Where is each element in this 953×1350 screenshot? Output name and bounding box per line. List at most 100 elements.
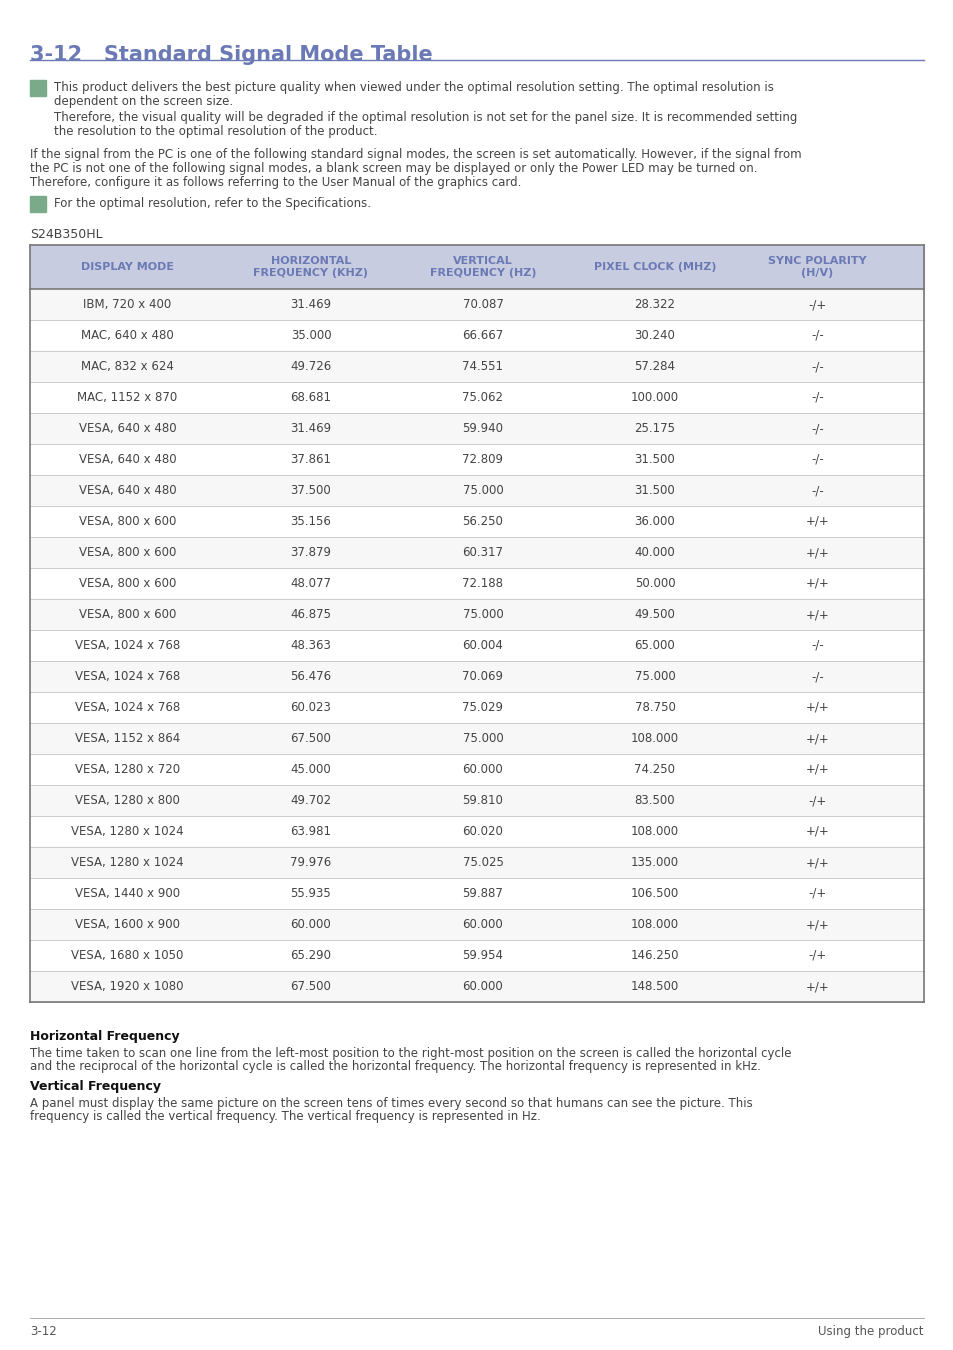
Text: +/+: +/+ bbox=[804, 576, 828, 590]
Text: 50.000: 50.000 bbox=[634, 576, 675, 590]
Text: A panel must display the same picture on the screen tens of times every second s: A panel must display the same picture on… bbox=[30, 1098, 752, 1110]
Text: S24B350HL: S24B350HL bbox=[30, 228, 103, 242]
Text: 49.726: 49.726 bbox=[290, 360, 332, 373]
Text: 25.175: 25.175 bbox=[634, 423, 675, 435]
Text: 72.809: 72.809 bbox=[462, 454, 503, 466]
Text: 146.250: 146.250 bbox=[630, 949, 679, 963]
Text: 75.000: 75.000 bbox=[462, 732, 503, 745]
Text: +/+: +/+ bbox=[804, 608, 828, 621]
Bar bbox=[30, 320, 923, 351]
Bar bbox=[30, 784, 923, 815]
Text: 59.940: 59.940 bbox=[462, 423, 503, 435]
Text: -/+: -/+ bbox=[807, 887, 825, 900]
Text: -/-: -/- bbox=[810, 423, 823, 435]
Bar bbox=[30, 846, 923, 878]
Text: 75.000: 75.000 bbox=[634, 670, 675, 683]
Text: FREQUENCY (KHZ): FREQUENCY (KHZ) bbox=[253, 269, 368, 278]
Text: frequency is called the vertical frequency. The vertical frequency is represente: frequency is called the vertical frequen… bbox=[30, 1110, 540, 1123]
Text: 59.887: 59.887 bbox=[462, 887, 503, 900]
Text: 59.954: 59.954 bbox=[462, 949, 503, 963]
Text: 65.290: 65.290 bbox=[291, 949, 331, 963]
Text: 31.500: 31.500 bbox=[634, 454, 675, 466]
Text: -/-: -/- bbox=[810, 392, 823, 404]
Text: SYNC POLARITY: SYNC POLARITY bbox=[767, 256, 866, 266]
Text: 31.469: 31.469 bbox=[290, 298, 332, 311]
Text: This product delivers the best picture quality when viewed under the optimal res: This product delivers the best picture q… bbox=[54, 81, 773, 95]
Text: +/+: +/+ bbox=[804, 732, 828, 745]
Text: 108.000: 108.000 bbox=[630, 918, 679, 932]
Text: +/+: +/+ bbox=[804, 825, 828, 838]
Text: IBM, 720 x 400: IBM, 720 x 400 bbox=[83, 298, 172, 311]
Text: 36.000: 36.000 bbox=[634, 514, 675, 528]
Text: 78.750: 78.750 bbox=[634, 701, 675, 714]
Text: 60.004: 60.004 bbox=[462, 639, 503, 652]
Text: 106.500: 106.500 bbox=[630, 887, 679, 900]
Bar bbox=[30, 444, 923, 475]
Text: 3-12: 3-12 bbox=[30, 1324, 56, 1338]
Bar bbox=[30, 289, 923, 320]
Text: 75.000: 75.000 bbox=[462, 608, 503, 621]
Text: the PC is not one of the following signal modes, a blank screen may be displayed: the PC is not one of the following signa… bbox=[30, 162, 757, 176]
Text: 66.667: 66.667 bbox=[462, 329, 503, 342]
Text: 55.935: 55.935 bbox=[291, 887, 331, 900]
Bar bbox=[30, 382, 923, 413]
Text: Vertical Frequency: Vertical Frequency bbox=[30, 1080, 161, 1094]
Text: 60.000: 60.000 bbox=[462, 980, 503, 994]
Text: VESA, 1280 x 1024: VESA, 1280 x 1024 bbox=[71, 856, 184, 869]
Bar bbox=[30, 662, 923, 693]
Text: (H/V): (H/V) bbox=[801, 269, 833, 278]
Text: VESA, 800 x 600: VESA, 800 x 600 bbox=[79, 576, 176, 590]
Text: 60.000: 60.000 bbox=[462, 918, 503, 932]
Bar bbox=[30, 755, 923, 784]
Text: dependent on the screen size.: dependent on the screen size. bbox=[54, 95, 233, 108]
Text: 60.000: 60.000 bbox=[291, 918, 331, 932]
Bar bbox=[30, 630, 923, 662]
Text: VESA, 1024 x 768: VESA, 1024 x 768 bbox=[74, 639, 180, 652]
Text: -/+: -/+ bbox=[807, 794, 825, 807]
Bar bbox=[30, 568, 923, 599]
Text: 100.000: 100.000 bbox=[630, 392, 679, 404]
Text: +/+: +/+ bbox=[804, 856, 828, 869]
Text: -/-: -/- bbox=[810, 485, 823, 497]
Text: VESA, 1600 x 900: VESA, 1600 x 900 bbox=[75, 918, 180, 932]
Text: 37.500: 37.500 bbox=[291, 485, 331, 497]
Text: MAC, 832 x 624: MAC, 832 x 624 bbox=[81, 360, 173, 373]
Text: +/+: +/+ bbox=[804, 701, 828, 714]
Bar bbox=[30, 196, 46, 212]
Text: Horizontal Frequency: Horizontal Frequency bbox=[30, 1030, 179, 1044]
Text: VERTICAL: VERTICAL bbox=[453, 256, 513, 266]
Text: -/-: -/- bbox=[810, 639, 823, 652]
Text: 48.363: 48.363 bbox=[291, 639, 331, 652]
Text: 72.188: 72.188 bbox=[462, 576, 503, 590]
Text: 31.469: 31.469 bbox=[290, 423, 332, 435]
Text: 46.875: 46.875 bbox=[291, 608, 331, 621]
Text: and the reciprocal of the horizontal cycle is called the horizontal frequency. T: and the reciprocal of the horizontal cyc… bbox=[30, 1060, 760, 1073]
Text: 67.500: 67.500 bbox=[291, 980, 331, 994]
Text: 108.000: 108.000 bbox=[630, 732, 679, 745]
Text: 35.156: 35.156 bbox=[291, 514, 331, 528]
Text: 75.029: 75.029 bbox=[462, 701, 503, 714]
Text: 75.062: 75.062 bbox=[462, 392, 503, 404]
Text: 56.476: 56.476 bbox=[290, 670, 332, 683]
Text: VESA, 640 x 480: VESA, 640 x 480 bbox=[78, 485, 176, 497]
Text: 37.861: 37.861 bbox=[291, 454, 331, 466]
Text: +/+: +/+ bbox=[804, 763, 828, 776]
Bar bbox=[30, 815, 923, 846]
Text: 60.023: 60.023 bbox=[291, 701, 331, 714]
Text: 56.250: 56.250 bbox=[462, 514, 503, 528]
Text: The time taken to scan one line from the left-most position to the right-most po: The time taken to scan one line from the… bbox=[30, 1048, 791, 1060]
Text: +/+: +/+ bbox=[804, 918, 828, 932]
Text: 28.322: 28.322 bbox=[634, 298, 675, 311]
Text: 74.551: 74.551 bbox=[462, 360, 503, 373]
Text: FREQUENCY (HZ): FREQUENCY (HZ) bbox=[429, 269, 536, 278]
Text: the resolution to the optimal resolution of the product.: the resolution to the optimal resolution… bbox=[54, 126, 377, 138]
Text: 31.500: 31.500 bbox=[634, 485, 675, 497]
Text: VESA, 1440 x 900: VESA, 1440 x 900 bbox=[75, 887, 180, 900]
Text: -/-: -/- bbox=[810, 329, 823, 342]
Text: 60.000: 60.000 bbox=[462, 763, 503, 776]
Text: VESA, 1280 x 800: VESA, 1280 x 800 bbox=[75, 794, 180, 807]
Text: -/+: -/+ bbox=[807, 298, 825, 311]
Text: 45.000: 45.000 bbox=[291, 763, 331, 776]
Text: PIXEL CLOCK (MHZ): PIXEL CLOCK (MHZ) bbox=[593, 262, 716, 271]
Bar bbox=[30, 475, 923, 506]
